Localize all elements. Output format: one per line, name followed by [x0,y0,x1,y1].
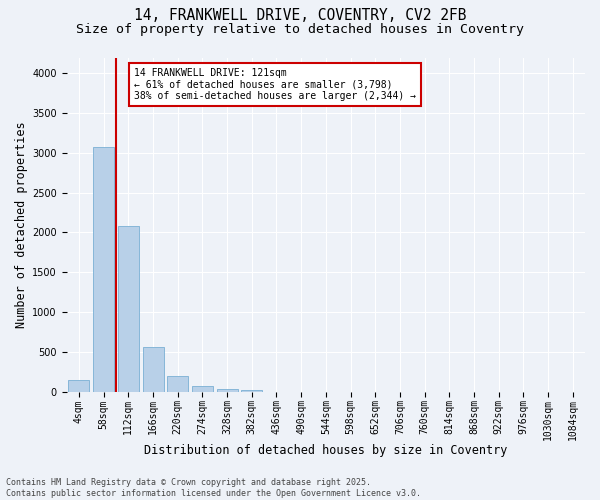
Text: Size of property relative to detached houses in Coventry: Size of property relative to detached ho… [76,22,524,36]
Bar [241,390,262,392]
Bar [192,386,213,392]
Y-axis label: Number of detached properties: Number of detached properties [15,121,28,328]
Bar [93,146,114,392]
Bar [143,347,164,392]
Text: Contains HM Land Registry data © Crown copyright and database right 2025.
Contai: Contains HM Land Registry data © Crown c… [6,478,421,498]
X-axis label: Distribution of detached houses by size in Coventry: Distribution of detached houses by size … [144,444,508,458]
Bar [118,226,139,392]
Text: 14, FRANKWELL DRIVE, COVENTRY, CV2 2FB: 14, FRANKWELL DRIVE, COVENTRY, CV2 2FB [134,8,466,22]
Bar [68,380,89,392]
Bar [217,389,238,392]
Text: 14 FRANKWELL DRIVE: 121sqm
← 61% of detached houses are smaller (3,798)
38% of s: 14 FRANKWELL DRIVE: 121sqm ← 61% of deta… [134,68,416,100]
Bar [167,376,188,392]
